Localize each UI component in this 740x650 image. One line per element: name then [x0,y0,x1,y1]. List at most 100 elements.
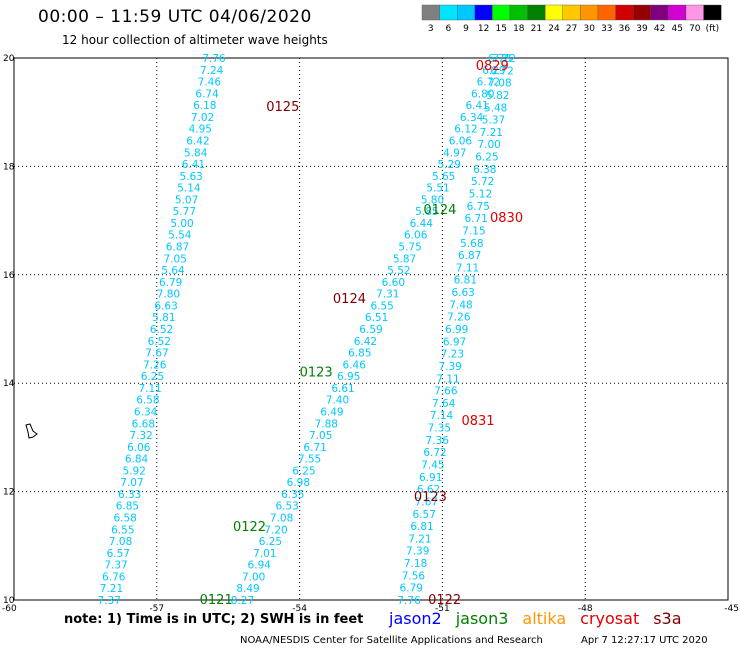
color-scale-label: 36 [619,24,631,34]
wave-height-value: 7.36 [426,435,450,447]
color-swatch [439,4,458,21]
wave-height-value: 7.20 [264,524,287,536]
x-tick-label: -51 [435,604,450,614]
color-scale-label: 45 [671,24,682,34]
wave-height-value: 7.01 [253,548,276,560]
color-swatch [474,4,493,21]
wave-height-tracks: 7.767.247.466.746.187.024.956.425.846.41… [98,53,516,607]
wave-height-value: 5.14 [177,183,201,195]
wave-height-value: 7.40 [326,395,349,407]
wave-height-value: 6.87 [166,242,189,254]
wave-height-value: 6.62 [417,484,440,496]
wave-height-value: 6.95 [337,371,360,383]
wave-height-value: 7.31 [376,289,399,301]
wave-height-value: 6.80 [471,88,494,100]
color-scale-label: 33 [601,24,612,34]
pass-label: 0830 [490,211,523,226]
wave-height-value: 6.97 [443,336,466,348]
wave-height-value: 7.26 [143,359,167,371]
color-scale-label: 9 [463,24,469,34]
mission-legend: jason2 jason3 altika cryosat s3a [389,609,682,628]
wave-height-value: 7.00 [477,139,500,151]
wave-height-value: 7.80 [157,289,180,301]
color-scale-label: 15 [495,24,506,34]
pass-label: 0831 [461,414,494,429]
color-scale-label: (ft) [706,24,720,34]
wave-height-value: 5.92 [123,465,146,477]
pass-label: 0124 [333,292,366,307]
track-track-b: 6.786.296.726.806.416.346.126.064.975.29… [231,53,511,607]
mission-jason3: jason3 [455,609,509,628]
x-tick-label: -48 [578,604,593,614]
wave-height-value: 6.85 [348,348,371,360]
pass-label: 0122 [233,520,266,535]
x-tick-label: -45 [724,604,739,614]
wave-height-value: 7.02 [191,112,214,124]
wave-height-value: 6.87 [458,250,481,262]
wave-height-value: 5.64 [161,265,185,277]
wave-height-value: 5.63 [179,171,202,183]
wave-height-value: 7.35 [428,423,451,435]
wave-height-value: 6.72 [477,77,500,89]
wave-height-value: 6.41 [182,159,205,171]
wave-height-value: 6.58 [136,395,159,407]
pass-label: 0123 [300,365,333,380]
wave-height-value: 7.76 [202,53,226,65]
wave-height-value: 6.53 [275,501,298,513]
wave-height-value: 6.99 [445,324,468,336]
y-tick-label: 20 [3,54,15,64]
wave-height-value: 5.00 [170,218,193,230]
wave-height-value: 7.56 [402,570,426,582]
wave-height-value: 5.82 [486,90,509,102]
wave-height-value: 8.49 [236,583,259,595]
wave-height-value: 7.15 [462,225,485,237]
wave-height-value: 5.07 [175,194,198,206]
axis-ticks: -60 -57 -54 -51 -48 -45 10 12 14 16 18 20 [2,54,739,614]
wave-height-value: 7.21 [480,127,503,139]
y-tick-label: 18 [3,162,15,172]
y-tick-label: 12 [3,488,14,498]
wave-height-value: 6.49 [320,406,343,418]
wave-height-value: 5.80 [421,194,444,206]
color-swatch [421,4,440,21]
wave-height-value: 7.46 [198,77,222,89]
wave-height-value: 7.21 [408,533,431,545]
footer-note: note: 1) Time is in UTC; 2) SWH is in fe… [64,612,364,627]
footer-timestamp: Apr 7 12:27:17 UTC 2020 [581,635,708,646]
color-swatch [545,4,564,21]
wave-height-value: 7.55 [298,454,321,466]
wave-height-value: 7.66 [434,386,458,398]
wave-height-value: 5.72 [471,176,494,188]
wave-height-value: 6.84 [125,454,149,466]
color-swatch [633,4,652,21]
wave-height-value: 7.45 [421,460,444,472]
wave-height-value: 6.58 [113,513,136,525]
wave-height-value: 7.64 [432,398,456,410]
pass-label: 0121 [200,593,233,608]
wave-height-value: 7.39 [406,546,429,558]
color-swatch [562,4,581,21]
wave-height-value: 7.05 [164,253,187,265]
island-shape [25,423,38,439]
color-swatch [597,4,616,21]
color-swatch [527,4,546,21]
mission-s3a: s3a [653,609,682,628]
wave-height-value: 6.52 [150,324,173,336]
wave-height-value: 6.44 [410,218,434,230]
wave-height-value: 6.68 [132,418,155,430]
wave-height-value: 6.57 [107,548,130,560]
wave-height-value: 6.55 [370,300,393,312]
wave-height-value: 4.95 [189,124,212,136]
chart-subtitle: 12 hour collection of altimeter wave hei… [62,33,328,47]
wave-height-value: 7.88 [315,418,338,430]
wave-height-value: 7.26 [447,312,471,324]
color-swatch [703,4,722,21]
wave-height-value: 6.78 [488,53,511,65]
pass-labels: 0829 0125 0124 0830 0124 0123 0831 0123 0122 0121… [200,59,523,608]
wave-height-value: 7.48 [449,299,472,311]
mission-altika: altika [522,609,567,628]
wave-height-value: 5.87 [393,253,416,265]
island-outline [25,423,38,439]
wave-height-value: 6.42 [354,336,377,348]
